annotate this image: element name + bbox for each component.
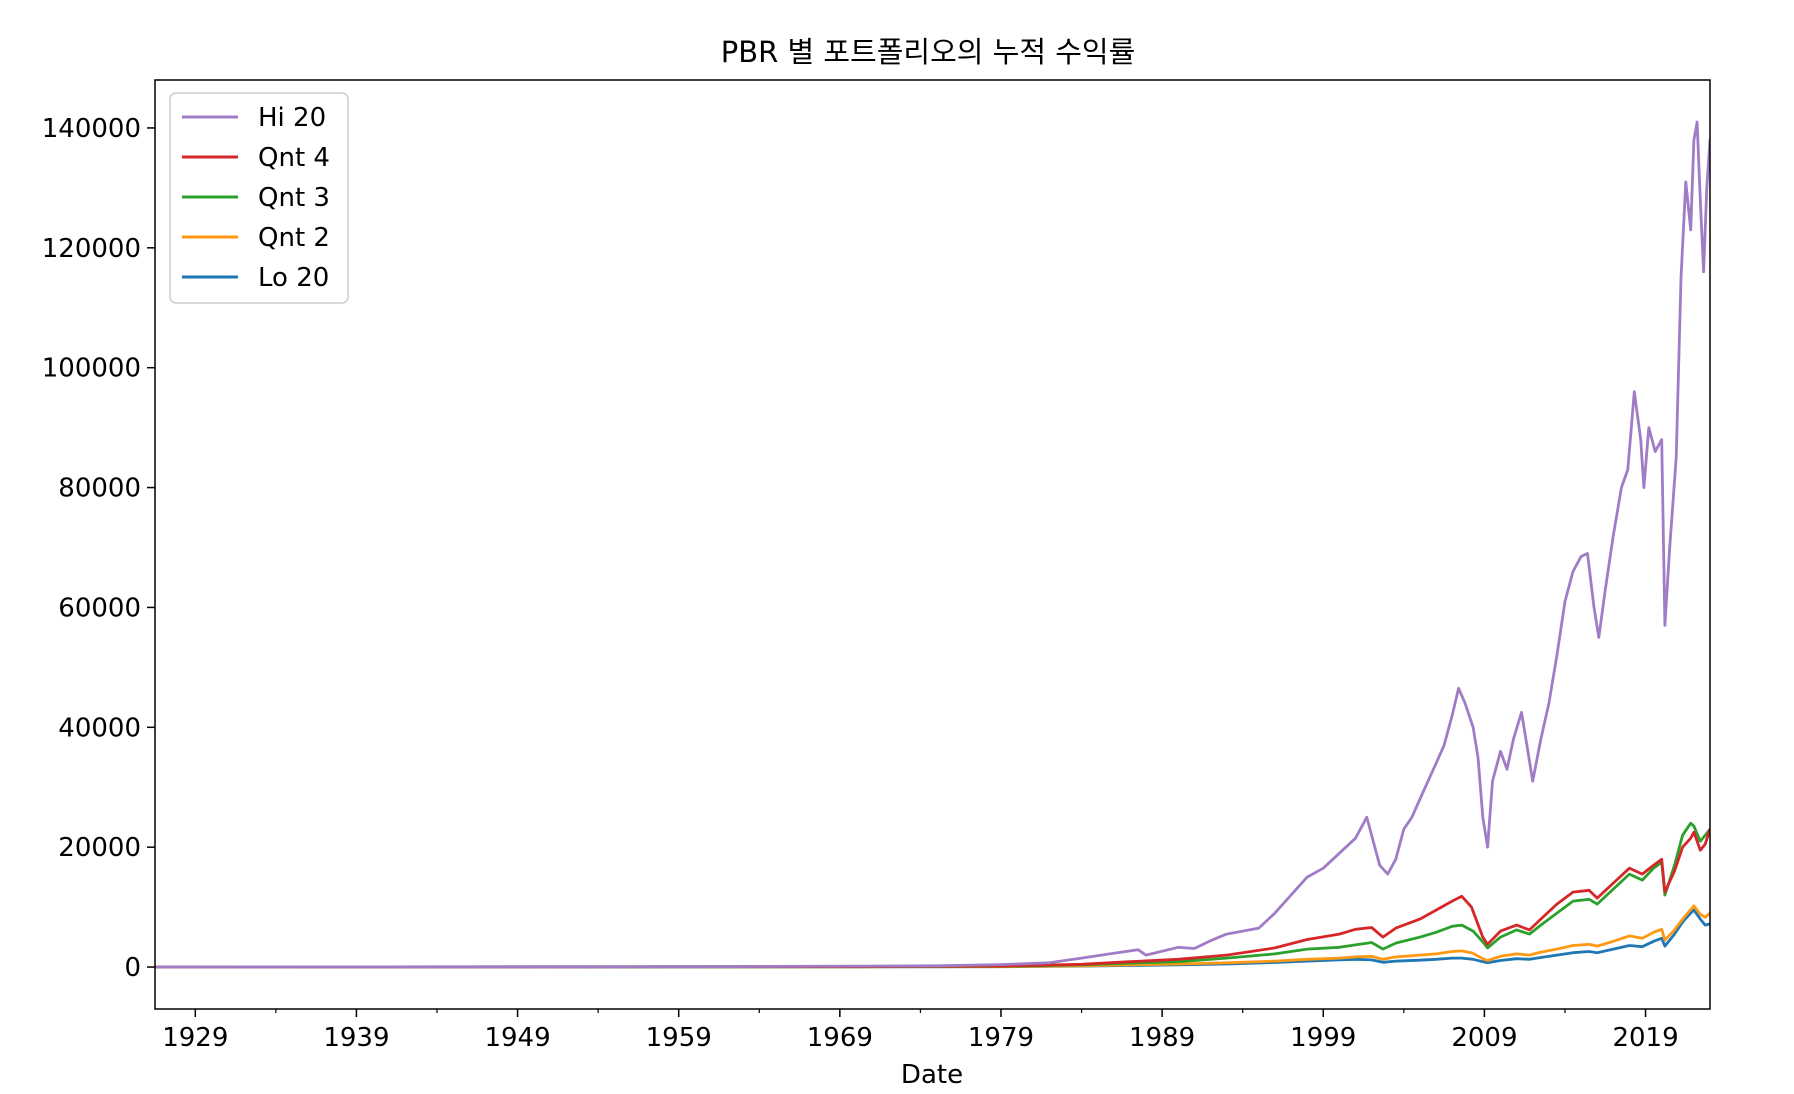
y-axis: 0 20000 40000 60000 80000 100000 120000 140000 <box>42 114 155 983</box>
x-axis: 1929 1939 1949 1959 1969 1979 1989 1999 2009 2019 <box>162 1009 1679 1053</box>
series-layer <box>155 120 1710 969</box>
y-tick-label: 40000 <box>58 713 141 743</box>
x-tick-label: 1999 <box>1290 1023 1356 1053</box>
legend-label: Lo 20 <box>258 263 329 293</box>
x-tick-label: 1949 <box>484 1023 550 1053</box>
legend: Hi 20 Qnt 4 Qnt 3 Qnt 2 Lo 20 <box>169 92 349 304</box>
y-tick-label: 60000 <box>58 593 141 623</box>
y-tick-label: 0 <box>124 953 141 983</box>
plot-area <box>154 79 1711 1010</box>
chart-title: PBR 별 포트폴리오의 누적 수익률 <box>721 35 1136 69</box>
legend-label: Hi 20 <box>258 103 326 133</box>
legend-label: Qnt 4 <box>258 143 330 173</box>
x-tick-label: 2009 <box>1451 1023 1517 1053</box>
y-tick-label: 100000 <box>42 354 141 384</box>
plot-frame <box>154 79 1711 1010</box>
x-tick-label: 1929 <box>162 1023 228 1053</box>
series-line-hi-20 <box>155 120 1710 969</box>
series-line-qnt-4 <box>155 827 1710 969</box>
x-tick-label: 1979 <box>968 1023 1034 1053</box>
y-tick-label: 140000 <box>42 114 141 144</box>
x-tick-label: 1959 <box>646 1023 712 1053</box>
x-tick-label: 1969 <box>807 1023 873 1053</box>
x-axis-label: Date <box>901 1060 963 1090</box>
y-tick-label: 120000 <box>42 234 141 264</box>
x-tick-label: 1939 <box>323 1023 389 1053</box>
y-tick-label: 80000 <box>58 474 141 504</box>
legend-label: Qnt 2 <box>258 223 330 253</box>
x-tick-label: 1989 <box>1129 1023 1195 1053</box>
series-line-qnt-2 <box>155 904 1710 969</box>
y-tick-label: 20000 <box>58 833 141 863</box>
legend-box <box>169 92 349 304</box>
legend-label: Qnt 3 <box>258 183 330 213</box>
x-tick-label: 2019 <box>1612 1023 1678 1053</box>
